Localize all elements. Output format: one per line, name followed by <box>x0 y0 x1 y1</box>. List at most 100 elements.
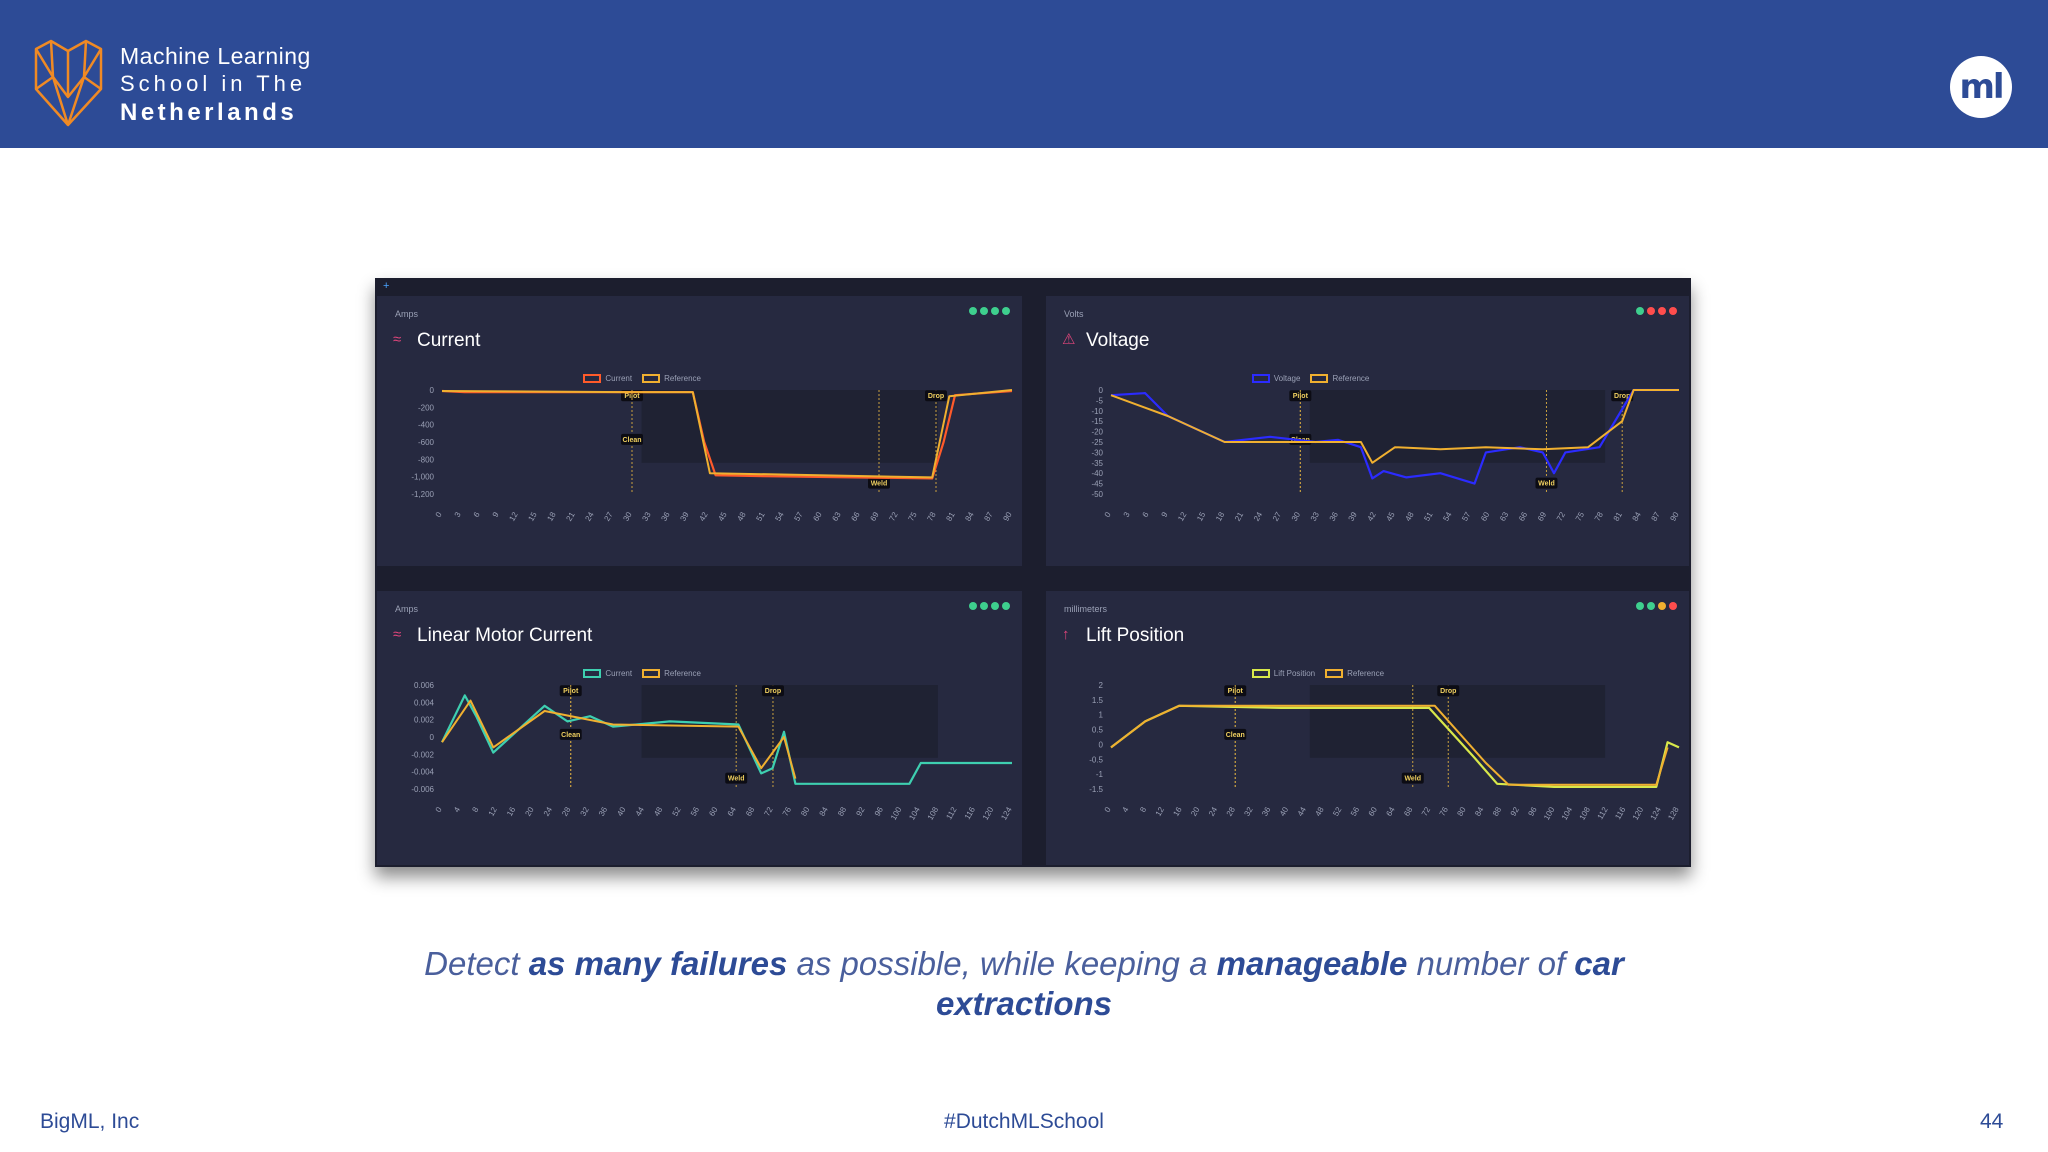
y-tick-label: -1 <box>1096 770 1104 779</box>
dashboard-corner-mark: + <box>383 280 390 292</box>
y-tick-label: 0 <box>430 386 435 395</box>
y-tick-label: 0 <box>430 733 435 742</box>
x-tick-label: 57 <box>1460 510 1473 523</box>
x-tick-label: 18 <box>545 510 558 523</box>
y-tick-label: -0.5 <box>1089 755 1103 764</box>
status-dot <box>1669 307 1677 315</box>
x-tick-label: 84 <box>818 805 831 818</box>
panel-title: Linear Motor Current <box>417 625 593 646</box>
weld-region <box>1309 390 1606 463</box>
y-tick-label: -1,000 <box>411 473 434 482</box>
x-tick-label: 32 <box>579 805 592 818</box>
legend-swatch <box>583 374 602 383</box>
event-marker-label: Pilot <box>624 393 640 400</box>
x-tick-label: 21 <box>564 510 577 523</box>
legend-item[interactable]: Current <box>583 669 632 678</box>
legend-label: Current <box>605 374 633 383</box>
x-tick-label: 36 <box>1260 805 1273 818</box>
panel-title: Lift Position <box>1086 625 1185 646</box>
x-tick-label: 116 <box>963 805 977 821</box>
x-tick-label: 104 <box>907 805 922 822</box>
x-tick-label: 16 <box>505 805 518 818</box>
status-dot <box>991 602 999 610</box>
legend-item[interactable]: Reference <box>642 374 701 383</box>
x-tick-label: 40 <box>1278 805 1291 818</box>
legend-item[interactable]: Reference <box>1310 374 1369 383</box>
x-tick-label: 48 <box>1313 805 1326 818</box>
x-tick-label: 100 <box>889 805 904 822</box>
legend-item[interactable]: Reference <box>1325 669 1384 678</box>
slide-caption: Detect as many failures as possible, whi… <box>420 944 1628 1024</box>
x-tick-label: 92 <box>1509 805 1522 818</box>
x-tick-label: 9 <box>491 510 501 519</box>
x-tick-label: 72 <box>887 510 900 523</box>
x-tick-label: 78 <box>925 510 938 523</box>
caption-part-3: as possible, while keeping a <box>787 945 1217 982</box>
legend-item[interactable]: Current <box>583 374 632 383</box>
x-tick-label: 120 <box>1631 805 1646 822</box>
status-dot <box>1647 307 1655 315</box>
x-tick-label: 3 <box>1122 510 1132 519</box>
x-tick-label: 0 <box>434 510 444 519</box>
x-tick-label: 88 <box>1491 805 1504 818</box>
x-tick-label: 63 <box>830 510 843 523</box>
event-marker-label: Clean <box>1226 732 1245 739</box>
chart-panel-2: Volts ⚠ Voltage Voltage Reference 0 -5 -10 -15 -2… <box>1046 296 1689 566</box>
event-marker-label: Pilot <box>1228 688 1244 695</box>
x-tick-label: 0 <box>1103 805 1113 814</box>
x-tick-label: 108 <box>926 805 941 822</box>
status-dot <box>980 602 988 610</box>
y-tick-label: -400 <box>418 421 435 430</box>
x-tick-label: 60 <box>1479 510 1492 523</box>
x-tick-label: 15 <box>526 510 539 523</box>
y-tick-label: -40 <box>1091 469 1103 478</box>
chart-panel-1: Amps ≈ Current Current Reference 0 -200 -400 -60… <box>377 296 1022 566</box>
status-dot <box>1669 602 1677 610</box>
y-tick-label: -0.006 <box>411 785 434 794</box>
x-tick-label: 64 <box>1384 805 1397 818</box>
legend-item[interactable]: Reference <box>642 669 701 678</box>
x-tick-label: 12 <box>507 510 520 523</box>
x-tick-label: 104 <box>1560 805 1575 822</box>
x-tick-label: 48 <box>735 510 748 523</box>
x-tick-label: 6 <box>472 510 482 519</box>
y-tick-label: 1.5 <box>1092 696 1104 705</box>
caption-part-6: car extractions <box>935 945 1624 1022</box>
y-tick-label: -0.004 <box>411 768 434 777</box>
x-tick-label: 52 <box>1331 805 1344 818</box>
x-tick-label: 84 <box>1473 805 1486 818</box>
chart-panel-4: millimeters ↑ Lift Position Lift Position Re… <box>1046 591 1689 865</box>
event-marker-badge <box>559 728 582 740</box>
y-tick-label: 0.5 <box>1092 726 1104 735</box>
status-dots <box>1636 602 1677 610</box>
x-tick-label: 78 <box>1593 510 1606 523</box>
x-tick-label: 68 <box>744 805 757 818</box>
x-tick-label: 3 <box>453 510 463 519</box>
event-marker-label: Weld <box>1538 481 1555 488</box>
y-tick-label: -20 <box>1091 428 1103 437</box>
x-tick-label: 36 <box>1328 510 1341 523</box>
x-tick-label: 32 <box>1242 805 1255 818</box>
y-tick-label: -800 <box>418 455 435 464</box>
event-marker-badge <box>1224 728 1247 740</box>
footer-hashtag: #DutchMLSchool <box>944 1110 1104 1133</box>
status-dot <box>1002 307 1010 315</box>
x-tick-label: 87 <box>1650 510 1663 523</box>
legend-item[interactable]: Voltage <box>1251 374 1300 383</box>
status-dot <box>969 602 977 610</box>
event-marker-badge <box>868 477 890 489</box>
y-tick-label: -5 <box>1096 396 1104 405</box>
y-tick-label: -15 <box>1091 417 1103 426</box>
panel-unit-label: Amps <box>395 309 419 319</box>
x-tick-label: 124 <box>1649 805 1664 822</box>
x-tick-label: 60 <box>811 510 824 523</box>
x-tick-label: 21 <box>1233 510 1246 523</box>
x-tick-label: 54 <box>1441 510 1454 523</box>
status-dots <box>1636 307 1677 315</box>
legend-item[interactable]: Lift Position <box>1251 669 1315 678</box>
y-tick-label: 0.002 <box>414 716 435 725</box>
y-tick-label: -25 <box>1091 438 1103 447</box>
series-line-2 <box>441 389 1013 479</box>
y-tick-label: 0.004 <box>414 698 435 707</box>
